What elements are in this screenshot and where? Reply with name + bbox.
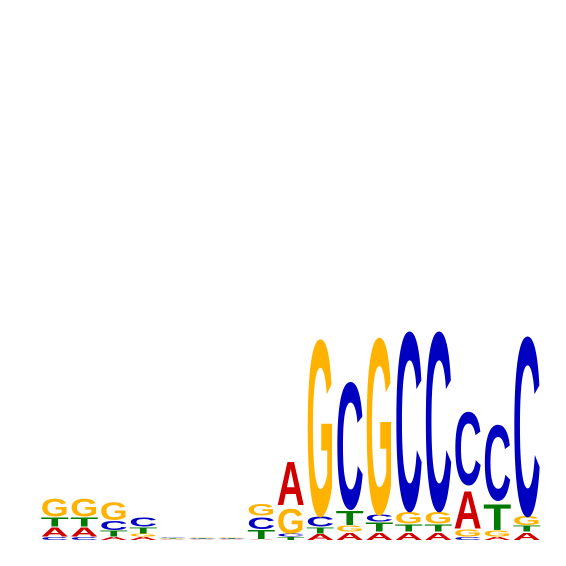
logo-letter-G-pos-12: G [365,286,393,566]
logo-letter-G-pos-15: G [454,527,482,539]
logo-letter-T-pos-1: T [41,516,70,530]
logo-letter-T-pos-9: T [277,536,305,541]
logo-letter-A-pos-11: A [336,531,364,543]
logo-letter-G-pos-9: G [277,502,305,542]
logo-letter-T-pos-6: T [188,537,216,538]
logo-letter-T-pos-2: T [70,516,99,530]
logo-letter-G-pos-11: G [336,524,364,534]
logo-letter-A-pos-5: A [159,539,187,540]
logo-letter-T-pos-7: T [218,538,246,539]
logo-letter-G-pos-2: G [70,494,98,522]
logo-letter-T-pos-11: T [336,506,364,529]
logo-letter-T-pos-17: T [513,524,541,533]
logo-letter-A-pos-3: A [100,536,128,541]
logo-letter-C-pos-17: C [513,284,541,566]
logo-letter-C-pos-8: C [247,515,275,533]
logo-letter-G-pos-4: G [129,533,157,538]
logo-letter-A-pos-1: A [41,526,69,540]
logo-letter-T-pos-3: T [100,529,128,538]
logo-letter-G-pos-14: G [424,508,452,526]
logo-letter-C-pos-5: C [159,537,187,538]
logo-letter-C-pos-10: C [306,514,334,530]
logo-letter-T-pos-16: T [483,496,511,538]
logo-letter-T-pos-4: T [129,526,157,535]
logo-letter-A-pos-9: A [277,448,305,518]
logo-letter-A-pos-7: A [218,539,246,540]
logo-letter-A-pos-17: A [513,531,541,543]
logo-letter-A-pos-16: A [483,536,511,541]
logo-letter-T-pos-12: T [365,521,394,535]
logo-letter-A-pos-13: A [395,531,423,543]
logo-letter-G-pos-7: G [218,537,246,538]
logo-letter-C-pos-4: C [129,516,157,530]
logo-letter-C-pos-15: C [454,391,482,508]
logo-letter-G-pos-10: G [306,288,334,566]
logo-letter-A-pos-6: A [188,539,216,540]
logo-letter-C-pos-2: C [70,536,98,541]
logo-letter-A-pos-10: A [306,533,334,542]
logo-letter-G-pos-1: G [41,494,69,522]
logo-letter-stacks: CATGCATGATCGAGTCATGCACTGATCGATCGTCGAATCG… [41,279,541,566]
logo-letter-G-pos-16: G [483,529,511,539]
logo-letter-G-pos-8: G [247,501,275,519]
logo-letter-T-pos-10: T [306,526,334,535]
logo-letter-C-pos-1: C [41,536,69,541]
logo-letter-G-pos-3: G [100,497,128,525]
logo-letter-C-pos-15: C [454,536,482,541]
logo-letter-C-pos-14: C [424,279,452,564]
logo-letter-C-pos-3: C [100,519,128,533]
logo-letter-G-pos-6: G [188,537,216,538]
logo-letter-C-pos-12: C [365,512,393,524]
logo-letter-C-pos-16: C [483,404,511,524]
logo-letter-A-pos-2: A [70,526,98,540]
logo-letter-A-pos-15: A [454,479,482,540]
logo-letter-T-pos-5: T [159,538,187,539]
logo-letter-T-pos-14: T [424,523,452,535]
logo-letter-G-pos-13: G [395,508,423,526]
logo-letter-C-pos-13: C [395,279,423,564]
logo-letter-A-pos-8: A [247,539,275,540]
logo-letter-C-pos-7: C [218,537,246,538]
logo-letter-G-pos-5: G [159,537,187,538]
logo-letter-A-pos-12: A [365,531,393,543]
logo-letter-T-pos-8: T [247,528,276,542]
logo-letter-C-pos-6: C [188,538,216,539]
logo-letter-A-pos-4: A [129,536,157,541]
logo-letter-T-pos-13: T [395,523,423,535]
logo-letter-C-pos-11: C [336,345,364,547]
logo-letter-G-pos-17: G [513,514,541,528]
logo-letter-A-pos-14: A [424,531,452,543]
logo-letter-C-pos-9: C [277,533,305,538]
